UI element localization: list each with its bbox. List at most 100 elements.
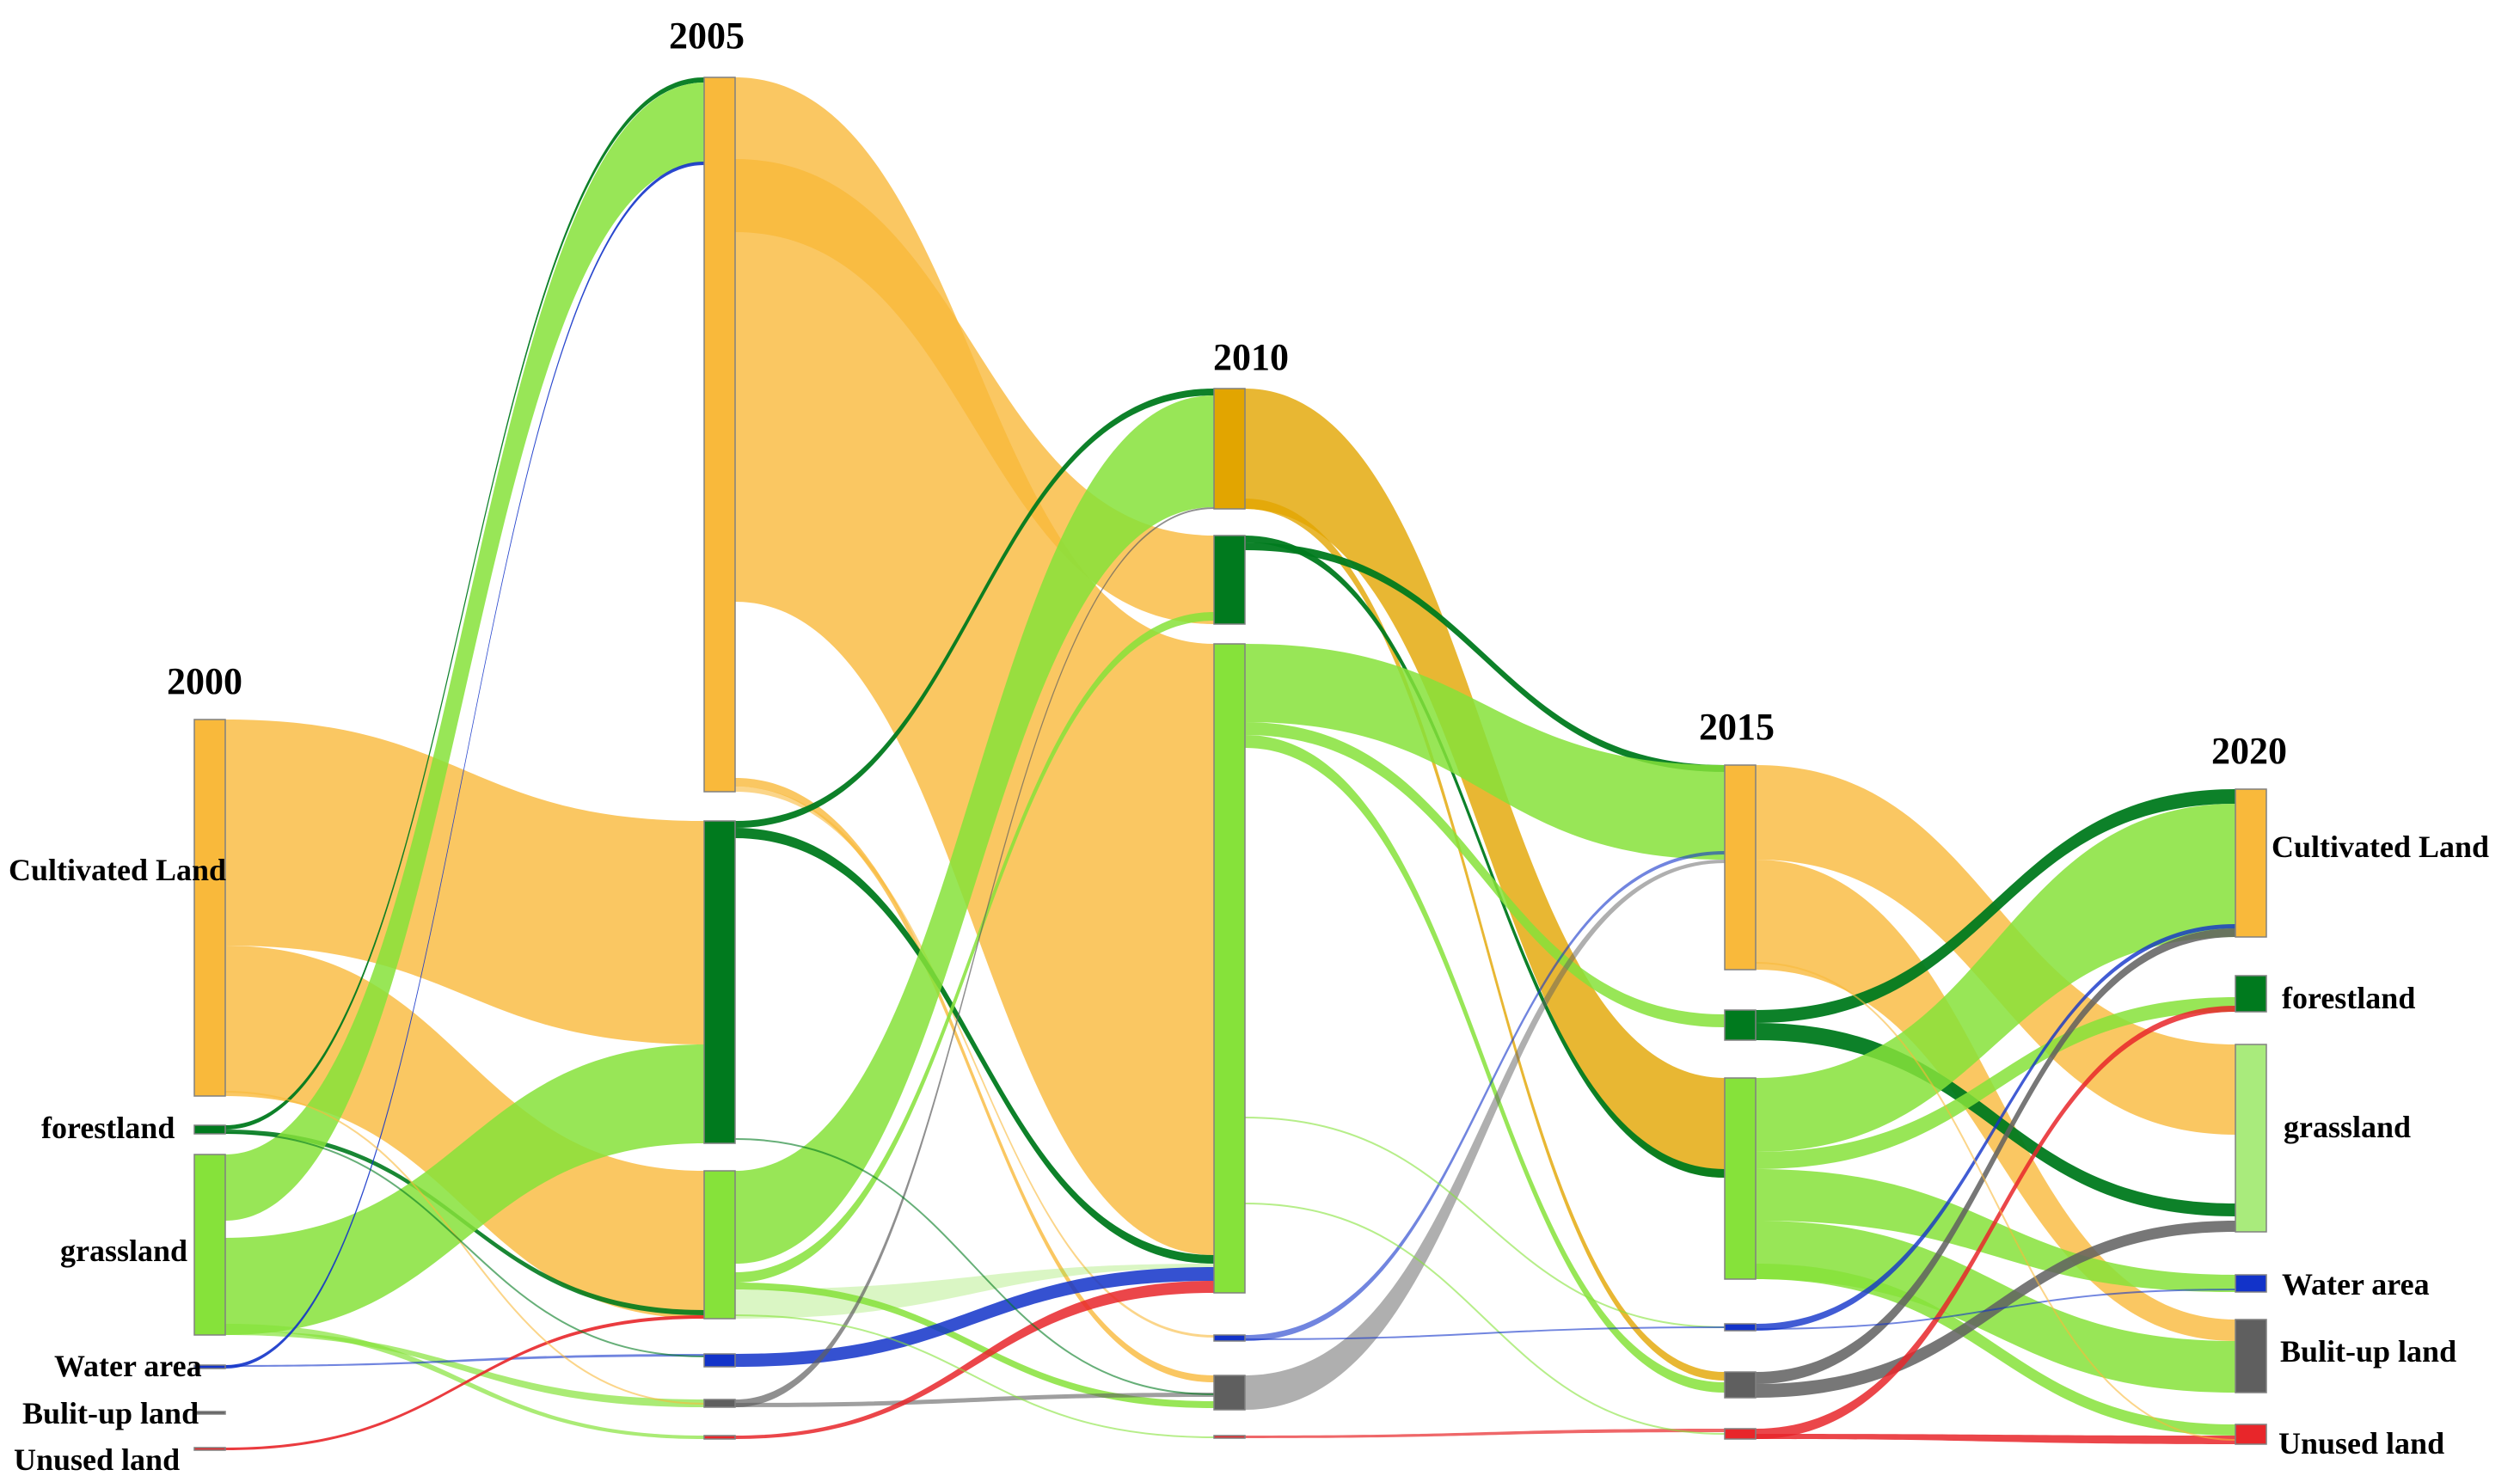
flow-2010-forest-to-2015-cultivated	[1245, 542, 1725, 772]
flow-2015-unused-to-2020-forest	[1756, 1006, 2235, 1439]
thin-flow-2005-grass-to-unused	[734, 1314, 1215, 1438]
flow-2015-grass-to-2020-water	[1756, 1169, 2235, 1292]
flow-2015-built-to-2020-cultivated	[1756, 928, 2235, 1384]
flow-2005-cultivated-to-2010-built	[735, 778, 1214, 1382]
year-label-2005: 2005	[669, 15, 745, 57]
flow-2015-water-to-2020-cultivated	[1756, 924, 2235, 1331]
flow-2015-forest-to-2020-grass	[1756, 1023, 2235, 1216]
flow-2005-cultivated-to-2010-water	[735, 787, 1214, 1338]
flow-2010-grass-to-2015-built	[1245, 735, 1725, 1393]
flow-2000-grass-to-2005-built	[225, 1331, 704, 1407]
flow-2005-built-to-2010-cultivated	[735, 507, 1214, 1407]
label-2000-forest: forestland	[41, 1111, 175, 1145]
flow-layer	[224, 77, 2236, 1450]
node-2000-forest	[193, 1124, 226, 1135]
node-2015-water	[1724, 1323, 1757, 1332]
node-2015-cultivated	[1724, 764, 1757, 971]
node-2015-built	[1724, 1371, 1757, 1399]
thin-flow-2015-cultivated-to-unused	[1755, 962, 2236, 1441]
flow-2000-grass-to-2005-cultivated	[225, 83, 704, 1221]
thin-flow-2000-forest-to-water	[224, 1132, 705, 1357]
label-2000-built: Bulit-up land	[22, 1396, 199, 1430]
node-2005-cultivated	[703, 77, 736, 793]
flow-2010-built-to-2015-cultivated	[1245, 860, 1725, 1410]
flow-2000-cultivated-to-2005-forest	[225, 720, 704, 1044]
flow-2015-grass-to-2020-cultivated	[1756, 804, 2235, 1152]
label-2020-water: Water area	[2282, 1267, 2430, 1301]
flow-2015-grass-to-2020-unused	[1756, 1264, 2235, 1436]
node-2015-grass	[1724, 1077, 1757, 1280]
flow-2010-cultivated-to-2015-built	[1245, 499, 1725, 1381]
node-2020-water	[2235, 1274, 2267, 1293]
node-2020-forest	[2235, 975, 2267, 1013]
flow-2000-water-to-2005-water	[225, 1354, 704, 1367]
flow-2010-unused-to-2015-unused	[1245, 1429, 1725, 1438]
label-2020-grass: grassland	[2284, 1110, 2411, 1144]
flow-2010-water-to-2015-cultivated	[1245, 851, 1725, 1341]
flow-2000-unused-to-2005-grass	[225, 1315, 704, 1450]
flow-2015-forest-to-2020-cultivated	[1756, 789, 2235, 1023]
year-label-2000: 2000	[167, 660, 242, 702]
node-2000-water	[193, 1364, 226, 1369]
flow-2005-grass-to-2010-cultivated	[735, 395, 1214, 1264]
flow-2005-unused-to-2010-grass	[735, 1281, 1214, 1439]
year-label-2020: 2020	[2211, 730, 2287, 772]
node-2010-cultivated	[1213, 388, 1246, 510]
label-2000-grass: grassland	[60, 1234, 187, 1268]
node-layer	[193, 77, 2267, 1451]
flow-2000-water-to-2005-cultivated	[225, 162, 704, 1369]
flow-2015-grass-to-2020-forest	[1756, 997, 2235, 1169]
label-2020-forest: forestland	[2282, 981, 2415, 1015]
node-2015-forest	[1724, 1009, 1757, 1041]
node-2015-unused	[1724, 1428, 1757, 1440]
node-2005-water	[703, 1353, 736, 1368]
node-2010-forest	[1213, 535, 1246, 625]
year-label-2015: 2015	[1699, 706, 1775, 748]
label-2000-unused: Unused land	[14, 1442, 180, 1477]
node-2020-grass	[2235, 1044, 2267, 1233]
node-2005-forest	[703, 820, 736, 1144]
thin-flow-2015-water-to-water	[1755, 1289, 2236, 1330]
flow-2010-grass-to-2015-forest	[1245, 722, 1725, 1027]
flow-2010-forest-to-2015-grass	[1245, 536, 1725, 1178]
node-2005-built	[703, 1399, 736, 1408]
flow-2005-forest-to-2010-grass	[735, 828, 1214, 1264]
flow-2005-water-to-2010-grass	[735, 1267, 1214, 1367]
node-2005-grass	[703, 1170, 736, 1320]
thin-flow-2010-water-to-water	[1244, 1326, 1726, 1340]
flow-2005-cultivated-to-2010-grass	[735, 77, 1214, 1255]
label-2000-cultivated: Cultivated Land	[9, 853, 226, 887]
flow-2005-forest-to-2010-cultivated	[735, 389, 1214, 828]
thin-flow-2010-grass-to-unused	[1244, 1203, 1726, 1435]
flow-2005-built-to-2010-built	[735, 1393, 1214, 1407]
node-2010-unused	[1213, 1435, 1246, 1439]
thin-flow-2000-cultivated-to-built	[224, 1091, 705, 1405]
flow-2015-unused-to-2020-unused	[1756, 1434, 2235, 1444]
thin-flow-2005-forest-to-built	[734, 1138, 1215, 1395]
flow-2005-grass-to-2010-grass	[735, 1264, 1214, 1319]
flow-2015-cultivated-to-2020-built	[1756, 860, 2235, 1341]
thin-flow-2010-grass-to-water	[1244, 1117, 1726, 1328]
node-2000-cultivated	[193, 719, 226, 1097]
flow-2000-forest-to-2005-cultivated	[225, 77, 704, 1130]
node-2010-grass	[1213, 643, 1246, 1294]
node-2000-grass	[193, 1154, 226, 1336]
year-label-2010: 2010	[1213, 336, 1289, 378]
node-2000-unused	[193, 1447, 226, 1451]
node-2000-built	[193, 1411, 226, 1415]
node-2020-unused	[2235, 1424, 2267, 1445]
node-2020-built	[2235, 1319, 2267, 1393]
node-2010-built	[1213, 1375, 1246, 1411]
flow-2000-cultivated-to-2005-grass	[225, 946, 704, 1319]
label-2020-built: Bulit-up land	[2280, 1334, 2456, 1369]
flow-2005-grass-to-2010-built	[735, 1283, 1214, 1408]
node-2010-water	[1213, 1334, 1246, 1342]
flow-2005-grass-to-2010-forest	[735, 612, 1214, 1283]
label-2020-cultivated: Cultivated Land	[2272, 830, 2489, 864]
label-2000-water: Water area	[54, 1349, 202, 1383]
flow-2000-grass-to-2005-forest	[225, 1044, 704, 1335]
flow-2010-grass-to-2015-cultivated	[1245, 644, 1725, 860]
label-2020-unused: Unused land	[2278, 1426, 2444, 1461]
node-2020-cultivated	[2235, 788, 2267, 938]
